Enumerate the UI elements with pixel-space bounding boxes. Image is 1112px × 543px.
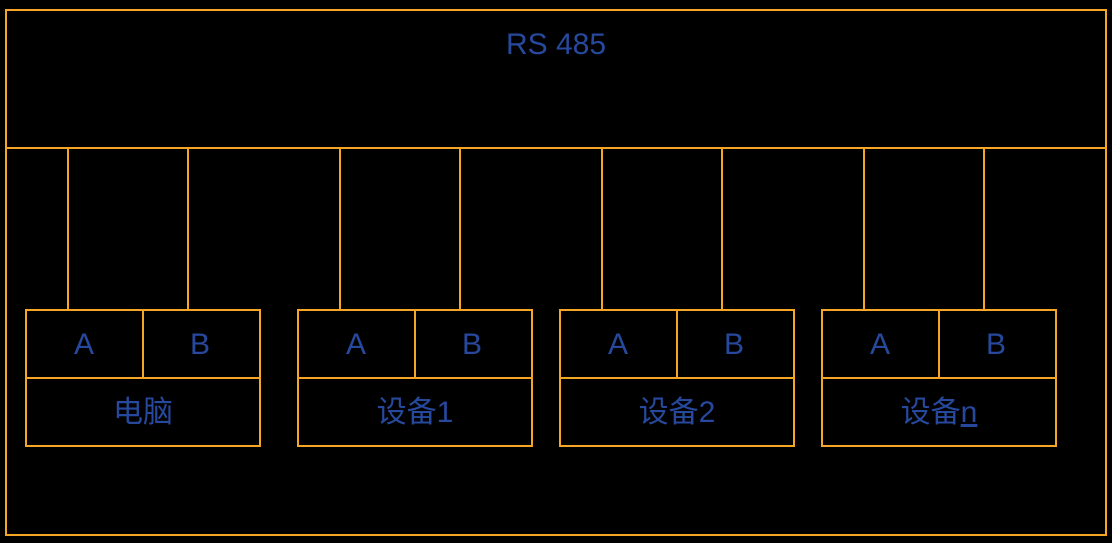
device-label-device2: 设备2: [639, 396, 716, 429]
port-b-label-device1: B: [462, 328, 482, 361]
device-label-computer: 电脑: [113, 396, 173, 429]
port-a-label-computer: A: [74, 328, 94, 361]
diagram-title: RS 485: [506, 28, 606, 61]
port-a-label-device_n: A: [870, 328, 890, 361]
device-label-device1: 设备1: [377, 396, 454, 429]
port-a-label-device1: A: [346, 328, 366, 361]
port-b-label-device2: B: [724, 328, 744, 361]
port-b-label-computer: B: [190, 328, 210, 361]
device-label-device_n: 设备n: [901, 396, 978, 429]
port-a-label-device2: A: [608, 328, 628, 361]
rs485-diagram: RS 485 A B 电脑 A B 设备1 A B 设备2 A B 设备n: [0, 0, 1112, 543]
port-b-label-device_n: B: [986, 328, 1006, 361]
